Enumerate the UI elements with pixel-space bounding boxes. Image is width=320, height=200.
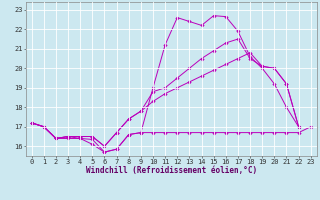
X-axis label: Windchill (Refroidissement éolien,°C): Windchill (Refroidissement éolien,°C)	[86, 166, 257, 175]
